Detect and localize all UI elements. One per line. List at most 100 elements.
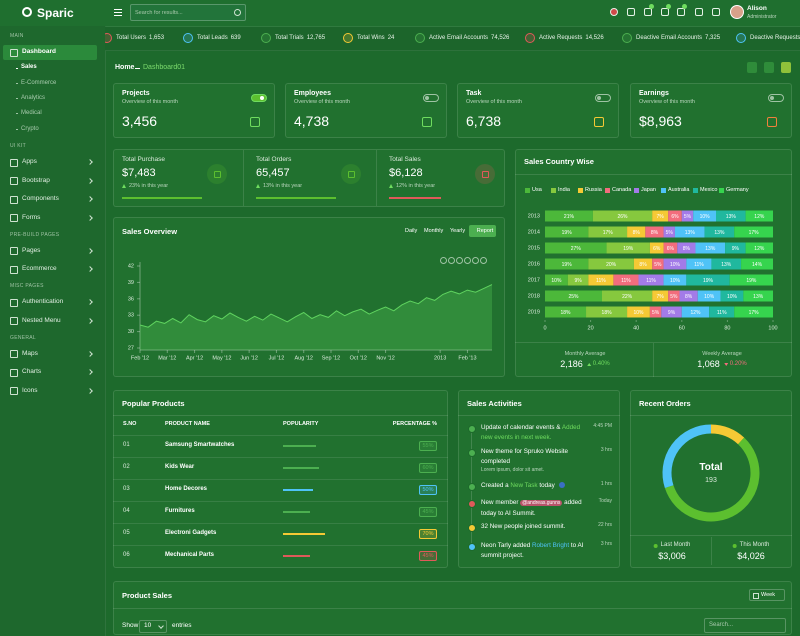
card-title: Sales Activities [467, 398, 522, 408]
stat-icon [250, 117, 260, 127]
chart-tool-icon[interactable] [440, 257, 447, 264]
ticker-value: 12,765 [306, 35, 326, 41]
ticker-icon [261, 33, 271, 43]
header-icon[interactable] [644, 8, 652, 16]
sidebar-item[interactable]: Icons [22, 386, 38, 394]
legend-label: Mexico [700, 186, 718, 193]
entries-label: entries [172, 622, 192, 630]
sidebar-subitem[interactable]: Sales [21, 64, 37, 71]
report-button-label[interactable]: Report [476, 227, 494, 234]
tab[interactable]: Monthly [424, 227, 444, 234]
header-icon[interactable] [712, 8, 720, 16]
summary-progress [389, 197, 441, 199]
toggle[interactable] [768, 94, 784, 102]
chart-tool-icon[interactable] [448, 257, 455, 264]
percentage-label: 60% [422, 464, 434, 471]
sidebar-item[interactable]: Apps [22, 158, 37, 166]
activity-note: Lorem ipsum, dolor sit amet. [481, 467, 545, 474]
chart-tool-icon[interactable] [480, 257, 487, 264]
legend-dot [732, 543, 737, 548]
sidebar-item[interactable]: Charts [22, 368, 42, 376]
legend-swatch [634, 187, 639, 193]
sidebar-item[interactable]: Authentication [22, 298, 64, 306]
mention-badge[interactable]: @andreas.gunns [520, 500, 563, 506]
sidebar-item[interactable]: Maps [22, 349, 38, 357]
calendar-icon [753, 592, 759, 599]
stat-card [113, 83, 275, 138]
sidebar-item[interactable]: Ecommerce [22, 265, 57, 273]
sidebar-icon [10, 247, 18, 256]
change-value: 0.40% [592, 361, 610, 367]
ticker-value: 639 [230, 35, 241, 41]
activity-text-part[interactable]: Robert Bright [532, 542, 570, 549]
activity-text-part[interactable]: Added new events in next week. [481, 424, 582, 441]
card-title: Sales Overview [122, 226, 178, 236]
sidebar-item[interactable]: Components [22, 195, 59, 203]
ticker-label: Deactive Email Accounts [636, 35, 703, 41]
header-icon[interactable] [627, 8, 635, 16]
divider [376, 150, 377, 206]
ticker-icon [183, 33, 193, 43]
sidebar-item[interactable]: Forms [22, 213, 41, 221]
menu-icon-bar [114, 9, 122, 10]
chart-tool-icon[interactable] [456, 257, 463, 264]
breadcrumb-home[interactable]: Home [115, 63, 135, 71]
header-icon[interactable] [661, 8, 669, 16]
toolbar-button[interactable] [747, 62, 757, 73]
timeline-dot [468, 543, 476, 551]
tab[interactable]: Daily [405, 227, 418, 234]
period-dropdown[interactable] [749, 589, 785, 601]
legend-value: $4,026 [737, 550, 765, 561]
activity-text-part: New member [481, 499, 521, 506]
sidebar-subitem[interactable]: Crypto [21, 125, 39, 132]
sidebar-subitem[interactable]: E-Commerce [21, 79, 57, 86]
percentage-label: 45% [422, 552, 434, 559]
sidebar-section-title: UI KIT [10, 143, 26, 150]
page-size[interactable]: 10 [144, 622, 152, 630]
period-label[interactable]: Week [761, 591, 775, 598]
summary-progress [122, 197, 202, 199]
toolbar-button[interactable] [781, 62, 791, 73]
toggle-knob [597, 96, 601, 100]
sidebar-item[interactable]: Bootstrap [22, 176, 50, 184]
header-icon[interactable] [695, 8, 703, 16]
report-button[interactable] [469, 225, 496, 237]
header-icon[interactable] [610, 8, 618, 16]
sidebar-icon [10, 214, 18, 223]
sidebar-icon [10, 195, 18, 204]
ticker-item: Total Leads 639 [197, 35, 241, 42]
chart-tool-icon[interactable] [464, 257, 471, 264]
toggle[interactable] [595, 94, 611, 102]
activity-text-part[interactable]: New Task [510, 482, 538, 489]
search-box [130, 4, 246, 21]
toggle[interactable] [251, 94, 267, 102]
tab[interactable]: Yearly [450, 227, 466, 234]
percentage-label: 50% [422, 486, 434, 493]
chart-tool-icon[interactable] [472, 257, 479, 264]
sidebar-item[interactable]: Nested Menu [22, 316, 61, 324]
toggle-knob [770, 96, 774, 100]
header-icon[interactable] [677, 8, 685, 16]
legend-label: Germany [726, 186, 749, 193]
sidebar-subitem[interactable]: Medical [21, 110, 42, 117]
toggle[interactable] [423, 94, 439, 102]
page-size-select[interactable] [139, 620, 167, 633]
toolbar-button[interactable] [764, 62, 774, 73]
activity-text-part: today [537, 482, 555, 489]
legend-value: $3,006 [658, 550, 686, 561]
sub-bullet [16, 98, 18, 100]
change-value: 0.20% [729, 361, 747, 367]
table-search[interactable] [704, 618, 786, 633]
card-title: Recent Orders [639, 398, 691, 408]
sidebar-item[interactable]: Pages [22, 246, 41, 254]
legend-swatch [578, 187, 583, 193]
sidebar-item[interactable]: Dashboard [22, 48, 56, 56]
timeline-dot [468, 449, 476, 457]
sidebar-subitem[interactable]: Analytics [21, 95, 46, 101]
stat-row: 2,186 0.40% [560, 359, 610, 369]
search-icon [234, 9, 241, 16]
legend-label: Russia [585, 186, 602, 193]
sidebar-section-title: MISC PAGES [10, 283, 44, 290]
sidebar-icon [10, 298, 18, 307]
